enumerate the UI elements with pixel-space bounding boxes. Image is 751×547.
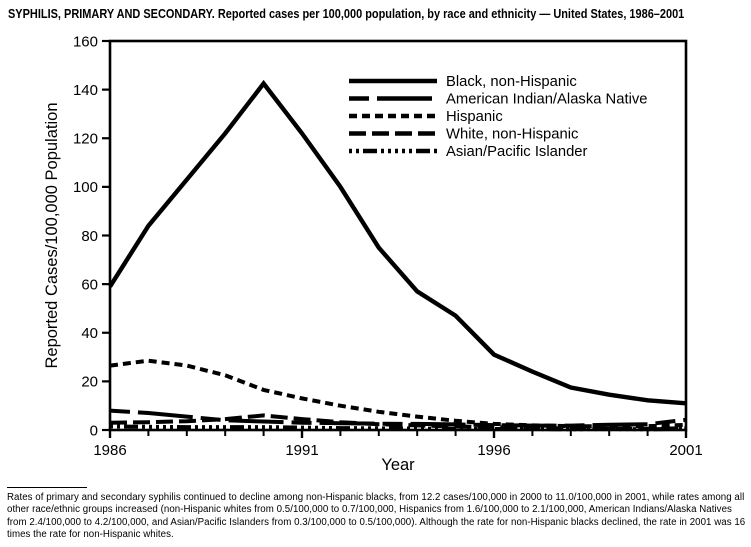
legend-label-hispanic: Hispanic <box>446 109 503 125</box>
y-axis-tick-label: 100 <box>73 179 98 196</box>
y-axis-tick-label: 40 <box>81 325 98 342</box>
series-line-black-non-hispanic <box>108 79 687 406</box>
x-axis-tick-label: 2001 <box>669 442 702 459</box>
legend-label-white-non-hispanic: White, non-Hispanic <box>446 127 579 143</box>
x-axis-tick-label: 1986 <box>93 442 126 459</box>
series-line-white-non-hispanic <box>109 413 687 431</box>
y-axis-title: Reported Cases/100,000 Population <box>43 102 61 368</box>
y-axis-tick-label: 140 <box>73 82 98 99</box>
y-axis-tick-label: 160 <box>73 33 98 50</box>
series-line-hispanic <box>109 358 687 429</box>
x-axis-tick-label: 1996 <box>477 442 510 459</box>
chart-title: SYPHILIS, PRIMARY AND SECONDARY. Reporte… <box>8 7 685 21</box>
x-axis-tick-label: 1991 <box>285 442 318 459</box>
y-axis-tick-label: 20 <box>81 374 98 391</box>
series-line-asian-pacific-islander <box>109 424 687 432</box>
footnote-rule <box>7 487 87 488</box>
legend-label-asian-pacific-islander: Asian/Pacific Islander <box>446 144 588 160</box>
y-axis-tick-label: 120 <box>73 131 98 148</box>
x-axis-title: Year <box>381 456 415 474</box>
legend-label-american-indian-alaska-native: American Indian/Alaska Native <box>446 92 648 108</box>
y-axis-tick-label: 80 <box>81 228 98 245</box>
legend-label-black-non-hispanic: Black, non-Hispanic <box>446 74 577 90</box>
line-chart-canvas: 0 20 40 60 80 100 120 140 160 1986 1991 1996 2001 Rep… <box>43 33 703 474</box>
footnote-text: Rates of primary and secondary syphilis … <box>7 492 746 541</box>
y-axis-tick-label: 60 <box>81 276 98 293</box>
y-axis-tick-label: 0 <box>90 422 98 439</box>
